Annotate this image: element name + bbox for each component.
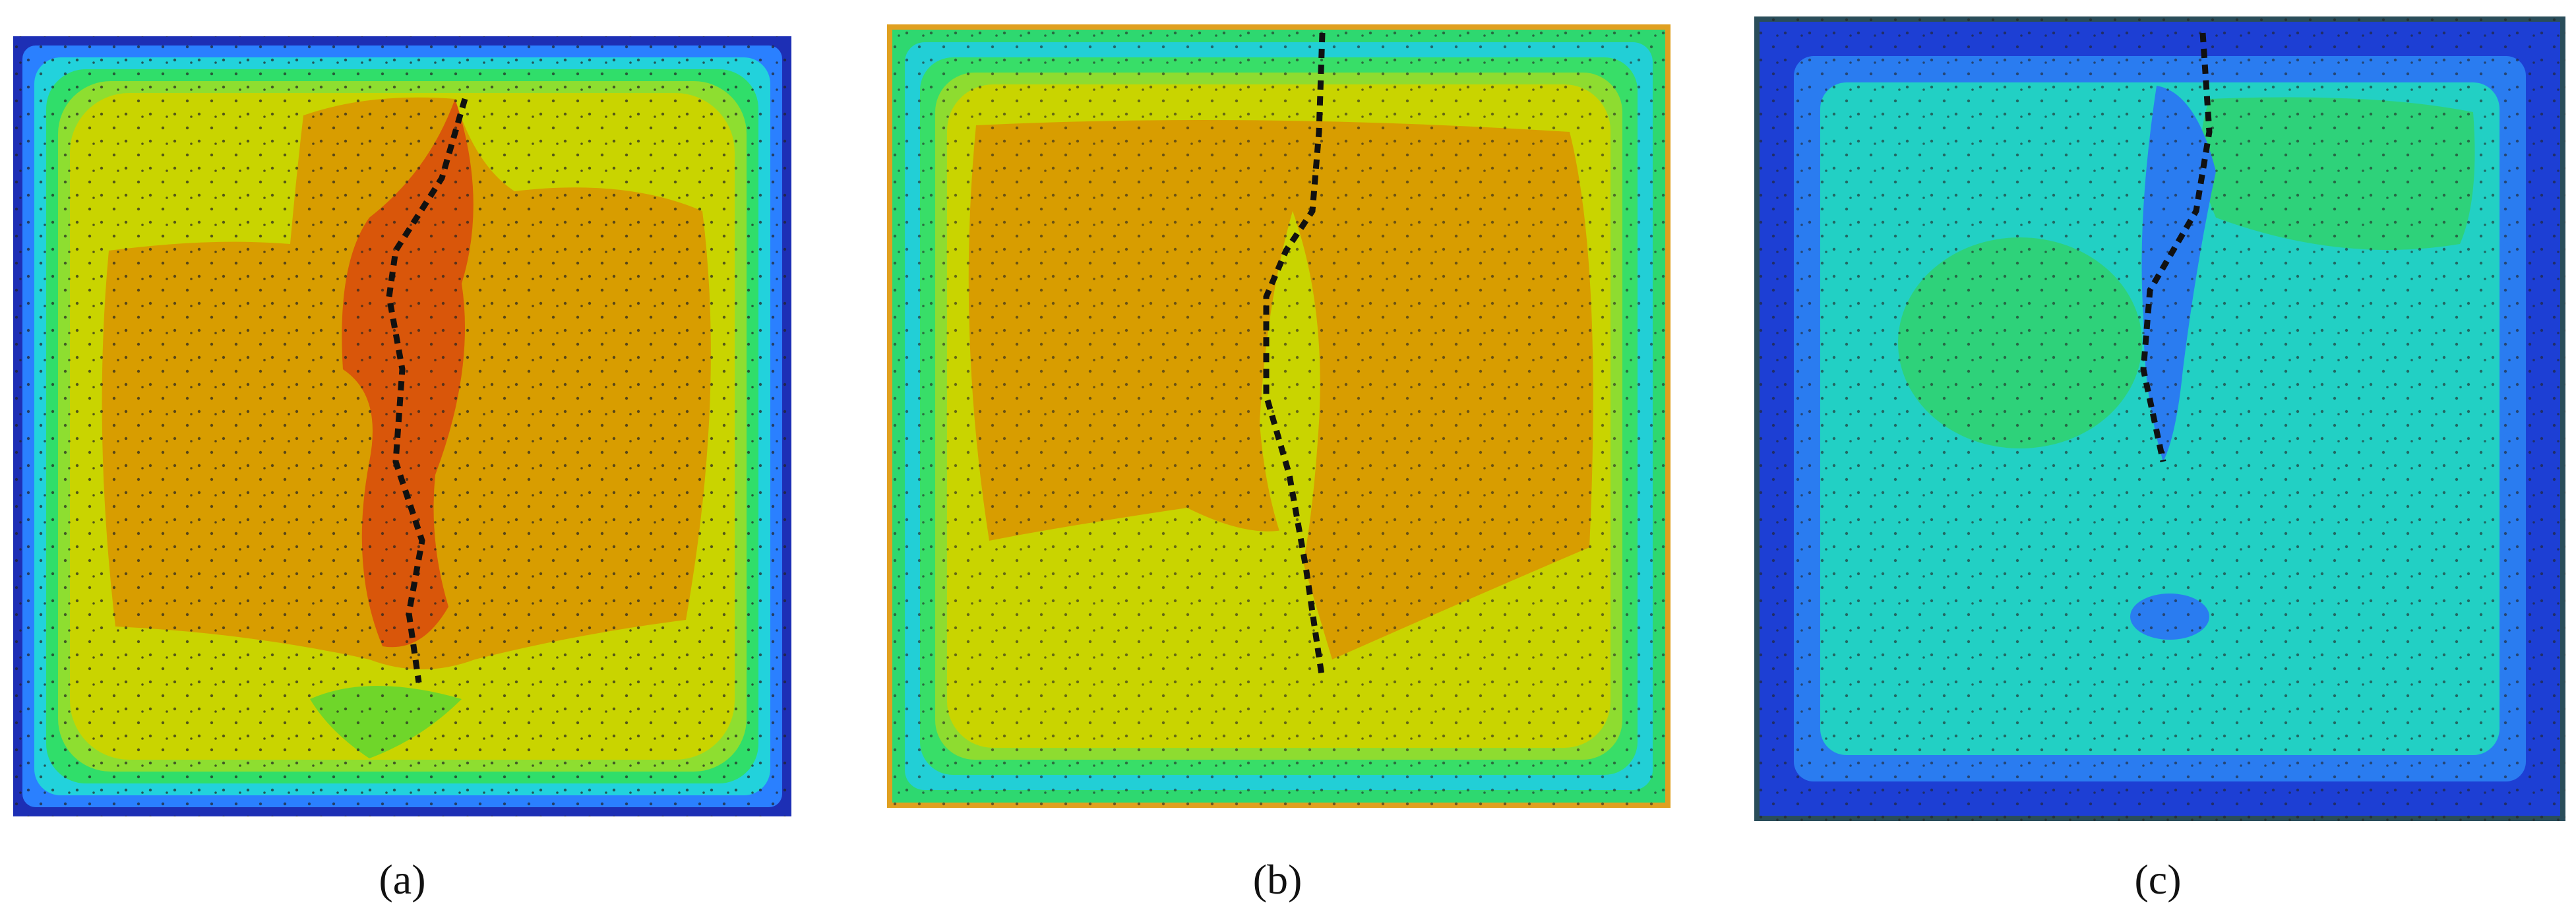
mesh-nodes: [13, 36, 791, 816]
panel-c: (c): [1754, 16, 2565, 903]
panel-label: (b): [1253, 856, 1303, 903]
mesh-nodes: [887, 24, 1671, 808]
panel-label: (c): [2134, 856, 2181, 903]
mesh-nodes: [1754, 16, 2565, 821]
crack: [2140, 32, 2213, 462]
panel-a: (a): [13, 36, 791, 903]
crack: [1263, 32, 1326, 680]
panel-b: (b): [887, 24, 1671, 903]
panel-label: (a): [379, 856, 425, 903]
crack: [386, 98, 468, 683]
